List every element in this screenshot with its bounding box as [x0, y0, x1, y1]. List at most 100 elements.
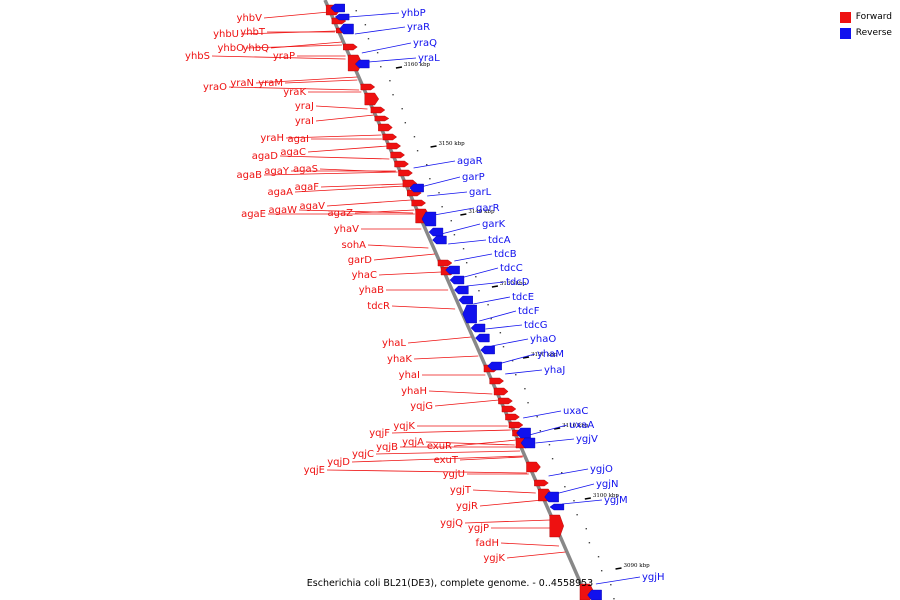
forward-leader-line: [434, 399, 499, 407]
reverse-gene-label: yhbP: [401, 8, 426, 19]
forward-leader-line: [373, 253, 435, 261]
forward-gene-label: agaV: [300, 201, 326, 212]
reverse-leader-line: [354, 26, 406, 35]
forward-gene-label: yqjD: [327, 457, 350, 468]
reverse-leader-line: [427, 191, 468, 197]
reverse-leader-line: [505, 369, 543, 375]
forward-gene-label: agaC: [280, 147, 306, 158]
minor-tick: [502, 346, 505, 348]
minor-tick: [429, 178, 431, 180]
forward-leader-line: [284, 79, 358, 84]
minor-tick: [600, 570, 603, 572]
forward-gene-label: ygjP: [468, 523, 489, 534]
forward-gene-label: yraM: [258, 78, 283, 89]
reverse-leader-line: [361, 42, 412, 54]
forward-gene-label: yraH: [260, 133, 284, 144]
forward-gene-label: yhaB: [359, 285, 384, 296]
reverse-gene-feature: [549, 503, 565, 511]
forward-gene-label: tdcR: [367, 301, 390, 312]
reverse-gene-feature: [421, 211, 437, 227]
reverse-gene-label: ygjN: [596, 479, 619, 490]
reverse-leader-line: [535, 438, 575, 444]
forward-gene-label: agaZ: [328, 208, 354, 219]
forward-gene-feature: [489, 377, 505, 385]
forward-leader-line: [479, 499, 543, 507]
reverse-gene-label: tdcG: [524, 320, 548, 331]
minor-tick: [588, 542, 591, 544]
forward-gene-label: yqjC: [352, 449, 374, 460]
minor-tick: [355, 10, 357, 12]
minor-tick: [551, 458, 554, 460]
forward-gene-label: agaI: [287, 134, 309, 145]
reverse-leader-line: [473, 296, 511, 305]
reverse-gene-feature: [428, 227, 444, 237]
forward-gene-label: yraK: [283, 87, 306, 98]
forward-leader-line: [375, 450, 520, 455]
forward-gene-label: yraI: [295, 116, 314, 127]
forward-gene-label: yhaK: [387, 354, 412, 365]
reverse-gene-feature: [516, 427, 531, 439]
forward-gene-label: yhbQ: [243, 43, 270, 54]
minor-tick: [539, 430, 542, 432]
forward-leader-line: [425, 441, 515, 446]
minor-tick: [499, 332, 502, 334]
gene-features: [325, 3, 602, 600]
forward-gene-feature: [493, 387, 509, 396]
reverse-leader-line: [434, 207, 475, 216]
forward-gene-label: agaE: [241, 209, 266, 220]
minor-tick: [597, 556, 600, 558]
minor-tick: [364, 24, 367, 26]
reverse-gene-feature: [334, 13, 350, 21]
reverse-gene-feature: [520, 437, 536, 449]
reverse-gene-feature: [454, 285, 469, 295]
forward-gene-label: yqjG: [410, 401, 433, 412]
forward-gene-label: yqjF: [369, 428, 390, 439]
forward-gene-label: yhaC: [352, 270, 377, 281]
forward-gene-label: yhaV: [334, 224, 359, 235]
reverse-leader-line: [523, 410, 562, 419]
reverse-gene-label: garR: [476, 203, 500, 214]
forward-gene-label: yraP: [273, 51, 295, 62]
minor-tick: [462, 248, 465, 250]
minor-tick: [487, 304, 489, 306]
forward-gene-label: fadH: [475, 538, 499, 549]
forward-leader-line: [391, 429, 511, 434]
forward-gene-feature: [508, 421, 524, 429]
forward-gene-label: sohA: [341, 240, 366, 251]
minor-tick: [564, 486, 566, 488]
forward-gene-label: yhaH: [401, 386, 427, 397]
reverse-gene-feature: [470, 323, 486, 333]
legend-forward-swatch: [839, 11, 851, 23]
forward-gene-label: yqjA: [402, 437, 424, 448]
tick-mark: [395, 66, 403, 69]
reverse-gene-label: tdcB: [494, 249, 517, 260]
reverse-gene-label: yhaJ: [544, 365, 565, 376]
forward-leader-line: [294, 185, 406, 193]
forward-leader-line: [506, 551, 566, 559]
forward-leader-line: [354, 209, 415, 214]
forward-gene-feature: [505, 413, 520, 421]
reverse-gene-feature: [409, 183, 424, 193]
forward-gene-label: yraO: [203, 82, 227, 93]
minor-tick: [450, 220, 452, 222]
tick-label: 3160 kbp: [404, 62, 431, 68]
forward-gene-label: yhbV: [237, 13, 263, 24]
legend-forward: Forward: [839, 9, 892, 25]
tick-mark: [554, 427, 561, 430]
forward-gene-label: yhaI: [399, 370, 420, 381]
forward-gene-label: yraJ: [295, 101, 314, 112]
forward-gene-feature: [534, 479, 549, 487]
forward-gene-label: agaY: [264, 166, 290, 177]
reverse-gene-feature: [449, 275, 465, 285]
forward-gene-feature: [386, 142, 402, 150]
tick-mark: [491, 285, 499, 288]
tick-label: 3150 kbp: [439, 141, 466, 147]
forward-gene-feature: [398, 169, 413, 177]
forward-gene-feature: [374, 115, 390, 122]
reverse-leader-line: [485, 324, 523, 330]
minor-tick: [610, 584, 612, 586]
forward-gene-label: yqjE: [304, 465, 325, 476]
forward-leader-line: [255, 76, 358, 84]
forward-gene-feature: [382, 133, 398, 141]
